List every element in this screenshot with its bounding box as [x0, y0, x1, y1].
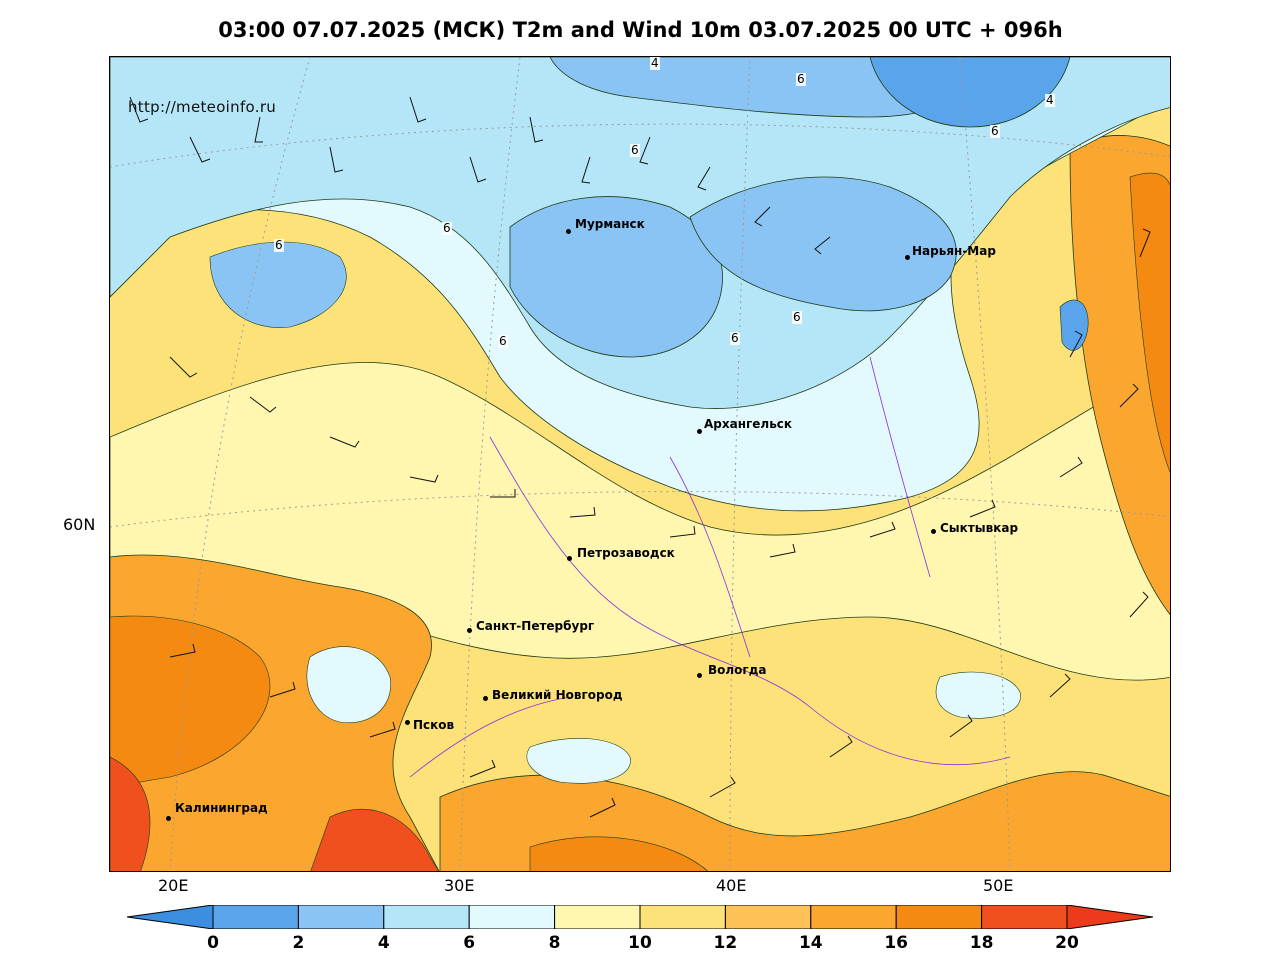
- colorbar-tick-label: 16: [884, 933, 909, 953]
- colorbar-min-arrow: [127, 905, 214, 929]
- city-marker-syktyvkar: [931, 529, 936, 534]
- colorbar-tick-label: 0: [207, 933, 219, 953]
- colorbar-segment: [297, 905, 385, 929]
- contour-label: 6: [274, 238, 284, 252]
- temperature-wind-map: 4 6 6 4 6 6 6 6 6 6: [109, 56, 1171, 872]
- temperature-colorbar: [127, 905, 1153, 929]
- city-label-vologda: Вологда: [708, 663, 767, 677]
- contour-label: 6: [442, 221, 452, 235]
- city-marker-murmansk: [566, 229, 571, 234]
- colorbar-segment: [212, 905, 299, 929]
- colorbar-tick-label: 10: [628, 933, 652, 953]
- colorbar-segment: [724, 905, 812, 929]
- longitude-label-40e: 40E: [716, 876, 747, 895]
- city-marker-kaliningrad: [166, 816, 171, 821]
- city-label-murmansk: Мурманск: [575, 217, 645, 231]
- contour-label: 6: [498, 334, 508, 348]
- map-title: 03:00 07.07.2025 (МСК) T2m and Wind 10m …: [218, 18, 1063, 42]
- contour-label: 4: [1045, 93, 1055, 107]
- colorbar-segment: [810, 905, 897, 929]
- city-marker-arkhangelsk: [697, 429, 702, 434]
- contour-label: 6: [796, 72, 806, 86]
- city-marker-vologda: [697, 673, 702, 678]
- colorbar-segment: [981, 905, 1068, 929]
- city-label-pskov: Псков: [413, 718, 455, 732]
- colorbar-tick-label: 12: [713, 933, 738, 953]
- colorbar-segment: [468, 905, 556, 929]
- colorbar-tick-label: 20: [1055, 933, 1079, 953]
- contour-label: 6: [792, 310, 802, 324]
- colorbar-tick-label: 14: [798, 933, 823, 953]
- source-url[interactable]: http://meteoinfo.ru: [128, 98, 277, 116]
- city-label-veliky-novgorod: Великий Новгород: [492, 688, 623, 702]
- colorbar-tick-label: 6: [463, 933, 476, 953]
- city-label-petrozavodsk: Петрозаводск: [577, 546, 675, 560]
- city-marker-petrozavodsk: [567, 556, 572, 561]
- city-marker-veliky-novgorod: [483, 696, 488, 701]
- colorbar-segment: [895, 905, 983, 929]
- colorbar-tick-label: 18: [969, 933, 994, 953]
- city-label-saint-petersburg: Санкт-Петербург: [476, 619, 595, 633]
- city-label-arkhangelsk: Архангельск: [704, 417, 793, 431]
- contour-label: 6: [730, 331, 740, 345]
- colorbar-segment: [554, 905, 641, 929]
- city-label-syktyvkar: Сыктывкар: [940, 521, 1019, 535]
- city-label-kaliningrad: Калининград: [175, 801, 268, 815]
- longitude-label-20e: 20E: [158, 876, 189, 895]
- city-marker-saint-petersburg: [467, 628, 472, 633]
- city-marker-naryan-mar: [905, 255, 910, 260]
- colorbar-tick-label: 4: [377, 933, 390, 953]
- city-label-naryan-mar: Нарьян-Мар: [912, 244, 996, 258]
- longitude-label-30e: 30E: [444, 876, 475, 895]
- colorbar-max-arrow: [1066, 905, 1153, 929]
- contour-label: 4: [650, 56, 660, 70]
- colorbar-tick-label: 2: [292, 933, 305, 953]
- city-marker-pskov: [405, 720, 410, 725]
- latitude-label-60n: 60N: [63, 515, 96, 534]
- colorbar-segment: [383, 905, 470, 929]
- temperature-field: [110, 57, 1170, 871]
- colorbar-tick-label: 8: [548, 933, 561, 953]
- longitude-label-50e: 50E: [983, 876, 1014, 895]
- contour-label: 6: [990, 124, 1000, 138]
- contour-label: 6: [630, 143, 640, 157]
- colorbar-segment: [639, 905, 726, 929]
